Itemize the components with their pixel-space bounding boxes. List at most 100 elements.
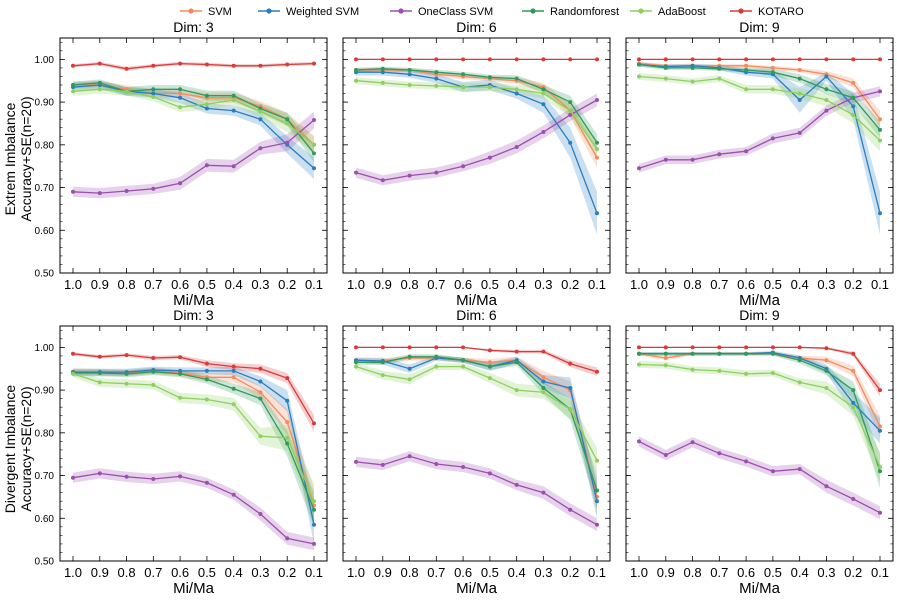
data-point bbox=[851, 104, 856, 109]
data-point bbox=[380, 178, 385, 183]
data-point bbox=[71, 83, 75, 87]
x-tick-label: 0.2 bbox=[844, 277, 862, 292]
se-band-1 bbox=[73, 80, 314, 179]
x-tick-label: 0.4 bbox=[508, 277, 526, 292]
data-point bbox=[178, 95, 183, 100]
data-point bbox=[770, 57, 775, 62]
data-point bbox=[178, 105, 183, 110]
data-point bbox=[434, 57, 439, 62]
data-point bbox=[878, 89, 882, 94]
data-point bbox=[258, 146, 263, 151]
data-point bbox=[851, 400, 856, 405]
data-point bbox=[461, 85, 466, 90]
data-point bbox=[312, 151, 316, 156]
x-tick-label: 0.3 bbox=[251, 565, 269, 580]
data-point bbox=[461, 465, 466, 469]
data-point bbox=[178, 87, 183, 92]
series-line-4 bbox=[638, 363, 881, 468]
data-point bbox=[97, 80, 102, 85]
se-band-5 bbox=[73, 352, 314, 432]
data-point bbox=[312, 421, 316, 426]
x-tick-label: 0.5 bbox=[481, 565, 499, 580]
data-point bbox=[354, 360, 358, 365]
series-line-2 bbox=[638, 440, 881, 514]
data-point bbox=[717, 368, 722, 373]
data-point bbox=[595, 140, 599, 145]
data-point bbox=[663, 363, 668, 368]
data-point bbox=[824, 98, 829, 102]
data-point bbox=[434, 70, 439, 75]
data-point bbox=[851, 57, 856, 62]
se-band-4 bbox=[356, 77, 597, 158]
data-point bbox=[637, 74, 641, 79]
data-point bbox=[285, 62, 290, 67]
data-point bbox=[354, 345, 358, 350]
data-point bbox=[312, 507, 316, 512]
data-point bbox=[312, 118, 316, 122]
x-tick-label: 0.7 bbox=[710, 565, 728, 580]
data-point bbox=[717, 345, 722, 350]
data-point bbox=[204, 93, 209, 98]
data-point bbox=[151, 383, 156, 387]
data-point bbox=[312, 541, 316, 546]
data-point bbox=[380, 462, 385, 467]
y-tick-label: 1.00 bbox=[35, 55, 55, 66]
data-point bbox=[878, 57, 882, 62]
data-point bbox=[231, 375, 236, 380]
y-tick-label: 0.50 bbox=[35, 557, 55, 568]
plot-frame bbox=[59, 37, 328, 274]
data-point bbox=[407, 377, 412, 382]
data-point bbox=[151, 87, 156, 92]
data-point bbox=[541, 490, 546, 495]
x-tick-label: 0.4 bbox=[791, 565, 809, 580]
data-point bbox=[770, 469, 775, 474]
panel-title: Dim: 9 bbox=[739, 19, 780, 35]
data-point bbox=[380, 345, 385, 350]
x-tick-label: 0.5 bbox=[198, 565, 216, 580]
data-point bbox=[744, 87, 749, 92]
data-point bbox=[541, 130, 546, 134]
data-point bbox=[258, 109, 263, 114]
data-point bbox=[878, 428, 882, 433]
legend-marker-3 bbox=[530, 8, 536, 14]
x-tick-label: 1.0 bbox=[347, 565, 365, 580]
x-axis-label: Mi/Ma bbox=[739, 292, 780, 309]
data-point bbox=[514, 91, 519, 96]
x-tick-label: 0.8 bbox=[118, 277, 136, 292]
data-point bbox=[231, 93, 236, 98]
y-tick-label: 0.80 bbox=[35, 428, 55, 439]
x-tick-label: 0.9 bbox=[91, 277, 109, 292]
x-tick-label: 0.6 bbox=[454, 565, 472, 580]
panel-title: Dim: 6 bbox=[456, 307, 497, 323]
data-point bbox=[434, 83, 439, 88]
data-point bbox=[797, 380, 802, 385]
series-line-3 bbox=[356, 356, 598, 491]
row-label-1-0: Divergent Imbalance bbox=[2, 385, 18, 514]
series-line-5 bbox=[72, 62, 315, 70]
data-point bbox=[231, 108, 236, 113]
x-tick-label: 0.4 bbox=[225, 277, 243, 292]
data-point bbox=[770, 371, 775, 375]
data-point bbox=[770, 136, 775, 141]
se-band-4 bbox=[73, 370, 314, 519]
data-point bbox=[151, 95, 156, 99]
x-tick-label: 0.7 bbox=[427, 565, 445, 580]
data-point bbox=[178, 474, 183, 479]
data-point bbox=[204, 397, 209, 402]
x-tick-label: 1.0 bbox=[347, 277, 365, 292]
data-point bbox=[878, 127, 882, 132]
data-point bbox=[595, 488, 599, 493]
x-tick-label: 0.6 bbox=[171, 565, 189, 580]
data-point bbox=[71, 63, 75, 68]
x-tick-label: 0.1 bbox=[871, 565, 889, 580]
data-point bbox=[824, 358, 829, 363]
data-point bbox=[878, 117, 882, 122]
data-point bbox=[151, 186, 156, 191]
x-tick-label: 0.4 bbox=[508, 565, 526, 580]
data-point bbox=[514, 482, 519, 487]
data-point bbox=[354, 459, 358, 464]
data-point bbox=[851, 388, 856, 393]
plot-frame bbox=[59, 325, 328, 562]
data-point bbox=[595, 369, 599, 374]
